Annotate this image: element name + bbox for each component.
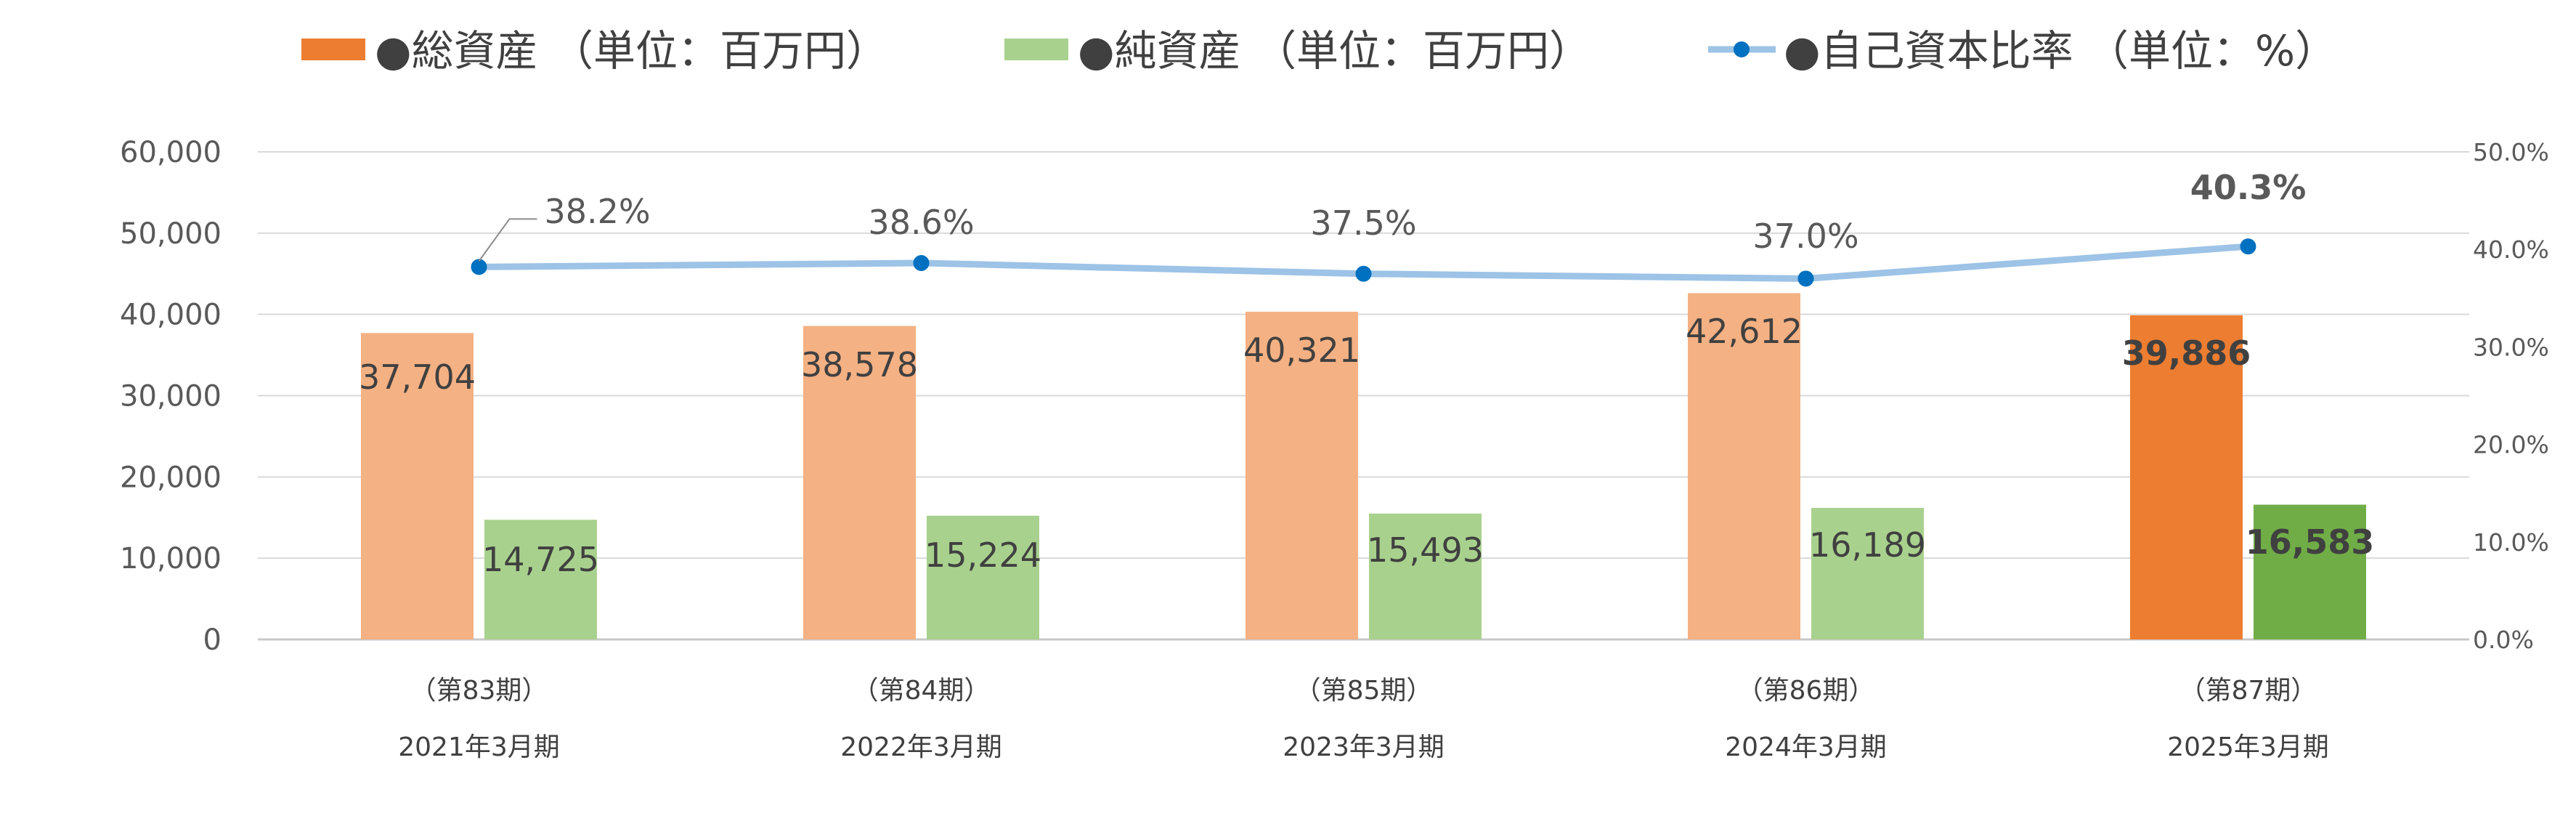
leader-line <box>478 218 537 262</box>
total-assets-label: 38,578 <box>801 345 918 384</box>
total-assets-bar <box>1246 312 1358 639</box>
line-layer <box>471 218 2256 287</box>
right-axis-tick: 30.0% <box>2473 333 2549 361</box>
equity-ratio-label: 38.6% <box>868 203 974 242</box>
left-axis-tick: 50,000 <box>120 217 222 251</box>
legend-label-net-assets: ●純資産 （単位：百万円） <box>1078 26 1591 76</box>
category-year-label: 2025年3月期 <box>2167 732 2329 762</box>
left-axis-tick: 0 <box>203 623 222 657</box>
equity-ratio-point <box>1355 265 1372 282</box>
category-period-label: （第85期） <box>1295 676 1433 706</box>
net-assets-bar <box>1369 513 1482 639</box>
total-assets-bar <box>803 326 916 639</box>
bar-layer <box>361 293 2366 639</box>
category-year-label: 2022年3月期 <box>840 732 1002 762</box>
category-year-label: 2021年3月期 <box>398 732 560 762</box>
equity-ratio-label: 37.5% <box>1310 203 1416 243</box>
legend-swatch-total-assets <box>301 39 365 60</box>
net-assets-label: 16,189 <box>1809 525 1926 565</box>
legend: ●総資産 （単位：百万円） ●純資産 （単位：百万円） ●自己資本比率 （単位：%） <box>301 26 2337 76</box>
net-assets-bar <box>484 520 597 639</box>
category-year-label: 2023年3月期 <box>1283 732 1445 762</box>
equity-ratio-label: 40.3% <box>2190 168 2307 207</box>
total-assets-bar <box>1688 293 1800 639</box>
right-axis-tick: 0.0% <box>2473 626 2534 654</box>
net-assets-label: 15,493 <box>1367 530 1484 570</box>
net-assets-bar <box>2254 504 2366 639</box>
net-assets-label: 16,583 <box>2246 522 2375 562</box>
left-axis-tick: 20,000 <box>120 461 222 494</box>
net-assets-bar <box>927 515 1039 639</box>
legend-label-equity-ratio: ●自己資本比率 （単位：%） <box>1784 26 2337 76</box>
equity-ratio-label: 37.0% <box>1752 217 1858 256</box>
category-period-label: （第87期） <box>2179 676 2317 706</box>
equity-ratio-label: 38.2% <box>545 192 651 231</box>
right-axis-tick: 20.0% <box>2473 431 2549 459</box>
equity-ratio-point <box>2240 238 2256 255</box>
net-assets-bar <box>1811 507 1924 639</box>
legend-swatch-net-assets <box>1004 39 1068 60</box>
label-layer: 37,704 38,578 40,321 42,612 39,886 14,725 15,2… <box>359 168 2374 579</box>
right-axis-tick: 50.0% <box>2473 138 2549 166</box>
legend-label-total-assets: ●総資産 （単位：百万円） <box>375 26 888 76</box>
legend-marker-equity-ratio <box>1734 41 1750 57</box>
equity-ratio-point <box>1797 270 1814 287</box>
net-assets-label: 15,224 <box>925 536 1041 575</box>
grid-layer <box>258 151 2469 641</box>
left-axis-tick: 10,000 <box>120 542 222 575</box>
category-period-label: （第84期） <box>853 676 991 706</box>
left-axis-tick: 40,000 <box>120 299 222 332</box>
total-assets-label: 37,704 <box>359 357 476 397</box>
equity-ratio-point <box>471 259 487 275</box>
category-year-label: 2024年3月期 <box>1725 732 1887 762</box>
net-assets-label: 14,725 <box>482 540 599 579</box>
left-axis-tick: 60,000 <box>120 136 222 169</box>
total-assets-label: 40,321 <box>1243 331 1360 370</box>
category-period-label: （第83期） <box>410 676 548 706</box>
right-axis-tick: 10.0% <box>2473 528 2549 557</box>
total-assets-bar <box>361 333 474 639</box>
total-assets-label: 39,886 <box>2122 334 2251 373</box>
axis-layer: 0 10,000 20,000 30,000 40,000 50,000 60,000 0.0… <box>120 136 2549 762</box>
total-assets-bar <box>2130 315 2243 639</box>
left-axis-tick: 30,000 <box>120 380 222 413</box>
category-period-label: （第86期） <box>1737 676 1875 706</box>
total-assets-label: 42,612 <box>1686 312 1803 351</box>
right-axis-tick: 40.0% <box>2473 235 2549 264</box>
equity-ratio-point <box>913 254 930 271</box>
